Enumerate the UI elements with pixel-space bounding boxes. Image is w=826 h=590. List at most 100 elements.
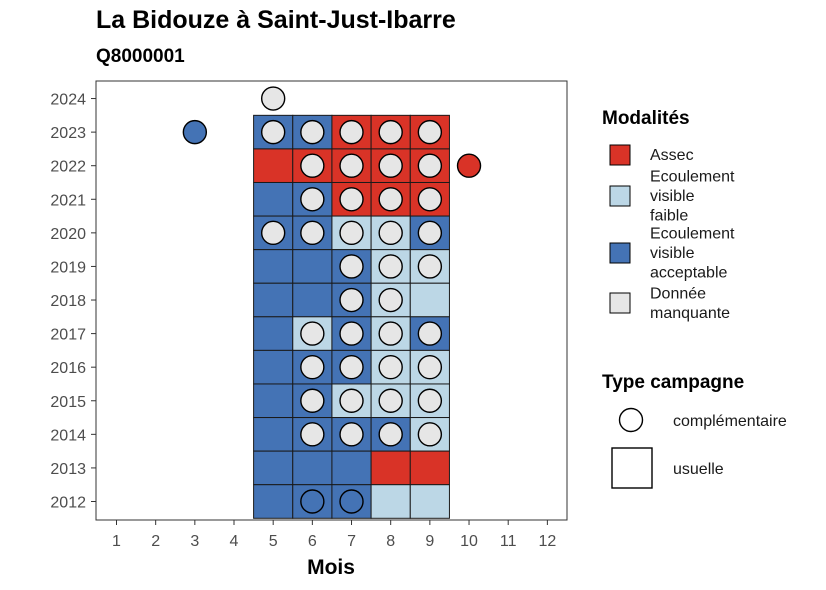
chart-subtitle: Q8000001 — [96, 46, 185, 67]
y-axis: 2012 2013 2014 2015 2016 2017 2018 2019 2020 2021… — [50, 92, 96, 512]
legend-key-complementaire — [618, 407, 644, 433]
complementaire-point — [378, 119, 403, 145]
heatmap-cell — [253, 148, 294, 183]
heatmap-cell — [409, 450, 450, 486]
y-tick-label: 2023 — [50, 125, 86, 142]
y-tick-label: 2014 — [50, 427, 86, 444]
complementaire-point — [417, 422, 443, 447]
complementaire-point — [182, 119, 208, 145]
heatmap-cell — [253, 316, 294, 351]
complementaire-point — [378, 422, 403, 447]
heatmap-cell — [253, 349, 294, 385]
heatmap-cell — [253, 383, 294, 419]
heatmap-cell — [331, 450, 372, 486]
heatmap-cell — [409, 484, 450, 519]
heatmap-cell — [292, 450, 333, 486]
legend-label-complementaire: complémentaire — [673, 413, 787, 430]
y-tick-label: 2021 — [50, 192, 86, 209]
legend-key-label: acceptable — [650, 265, 727, 282]
legend-key-swatch — [609, 144, 631, 166]
legend-key-swatch — [609, 242, 631, 264]
x-tick-label: 3 — [190, 533, 199, 550]
complementaire-point — [378, 254, 403, 279]
heatmap-cell — [370, 450, 411, 486]
heatmap-cell — [409, 282, 450, 318]
complementaire-point — [300, 321, 325, 346]
complementaire-point — [339, 119, 364, 145]
legend-label-usuelle: usuelle — [673, 461, 724, 478]
complementaire-point — [300, 119, 325, 145]
x-tick-label: 4 — [230, 533, 239, 550]
legend-key-label: manquante — [650, 305, 730, 322]
complementaire-point — [378, 388, 403, 413]
complementaire-point — [300, 187, 325, 212]
complementaire-point — [339, 287, 364, 313]
complementaire-point — [339, 153, 364, 178]
legend-key-swatch — [609, 292, 631, 314]
heatmap-cell — [292, 249, 333, 284]
heatmap-cell — [253, 249, 294, 284]
complementaire-point — [300, 153, 325, 178]
y-tick-label: 2013 — [50, 461, 86, 478]
complementaire-point — [417, 220, 443, 246]
legend-title-modalites: Modalités — [602, 108, 690, 129]
complementaire-point — [339, 489, 364, 514]
y-tick-label: 2019 — [50, 259, 86, 276]
legend-key-label: Ecoulement — [650, 226, 735, 243]
complementaire-point — [417, 187, 443, 212]
complementaire-point — [260, 220, 286, 246]
complementaire-point — [456, 153, 482, 178]
legend-title-type-campagne: Type campagne — [602, 372, 744, 393]
legend-key-usuelle — [611, 447, 653, 489]
complementaire-point — [300, 354, 325, 380]
legend-key-label: visible — [650, 188, 695, 205]
x-tick-label: 8 — [386, 533, 395, 550]
x-tick-label: 9 — [425, 533, 434, 550]
x-tick-label: 1 — [112, 533, 121, 550]
y-tick-label: 2016 — [50, 360, 86, 377]
y-tick-label: 2018 — [50, 293, 86, 310]
complementaire-point — [417, 119, 443, 145]
complementaire-point — [339, 187, 364, 212]
complementaire-points-layer — [182, 86, 482, 514]
legend: ModalitésAssecEcoulementvisiblefaibleEco… — [602, 108, 787, 489]
heatmap-cell — [253, 450, 294, 486]
x-tick-label: 11 — [500, 533, 517, 550]
complementaire-point — [339, 220, 364, 246]
complementaire-point — [300, 422, 325, 447]
heatmap-cell — [253, 417, 294, 452]
legend-key-label: visible — [650, 245, 695, 262]
heatmap-cell — [253, 282, 294, 318]
complementaire-point — [339, 321, 364, 346]
complementaire-point — [417, 254, 443, 279]
complementaire-point — [300, 220, 325, 246]
y-tick-label: 2022 — [50, 159, 86, 176]
x-tick-label: 7 — [347, 533, 356, 550]
x-tick-label: 5 — [269, 533, 278, 550]
complementaire-point — [378, 220, 403, 246]
heatmap-cell — [253, 181, 294, 217]
y-tick-label: 2017 — [50, 327, 86, 344]
y-tick-label: 2020 — [50, 226, 86, 243]
complementaire-point — [378, 354, 403, 380]
y-tick-label: 2012 — [50, 495, 86, 512]
complementaire-point — [260, 119, 286, 145]
complementaire-point — [417, 354, 443, 380]
complementaire-point — [378, 321, 403, 346]
x-axis: 1 2 3 4 5 6 7 8 9 10 11 12 — [112, 520, 556, 550]
complementaire-point — [339, 354, 364, 380]
complementaire-point — [300, 388, 325, 413]
heatmap-cell — [253, 484, 294, 519]
x-tick-label: 2 — [151, 533, 160, 550]
x-tick-label: 12 — [538, 533, 556, 550]
heatmap-cell — [370, 484, 411, 519]
legend-key-label: Donnée — [650, 285, 706, 302]
complementaire-point — [339, 422, 364, 447]
legend-key-swatch — [609, 185, 631, 207]
y-tick-label: 2015 — [50, 394, 86, 411]
complementaire-point — [339, 388, 364, 413]
legend-key-label: Assec — [650, 147, 694, 164]
complementaire-point — [417, 388, 443, 413]
legend-key-label: Ecoulement — [650, 169, 735, 186]
